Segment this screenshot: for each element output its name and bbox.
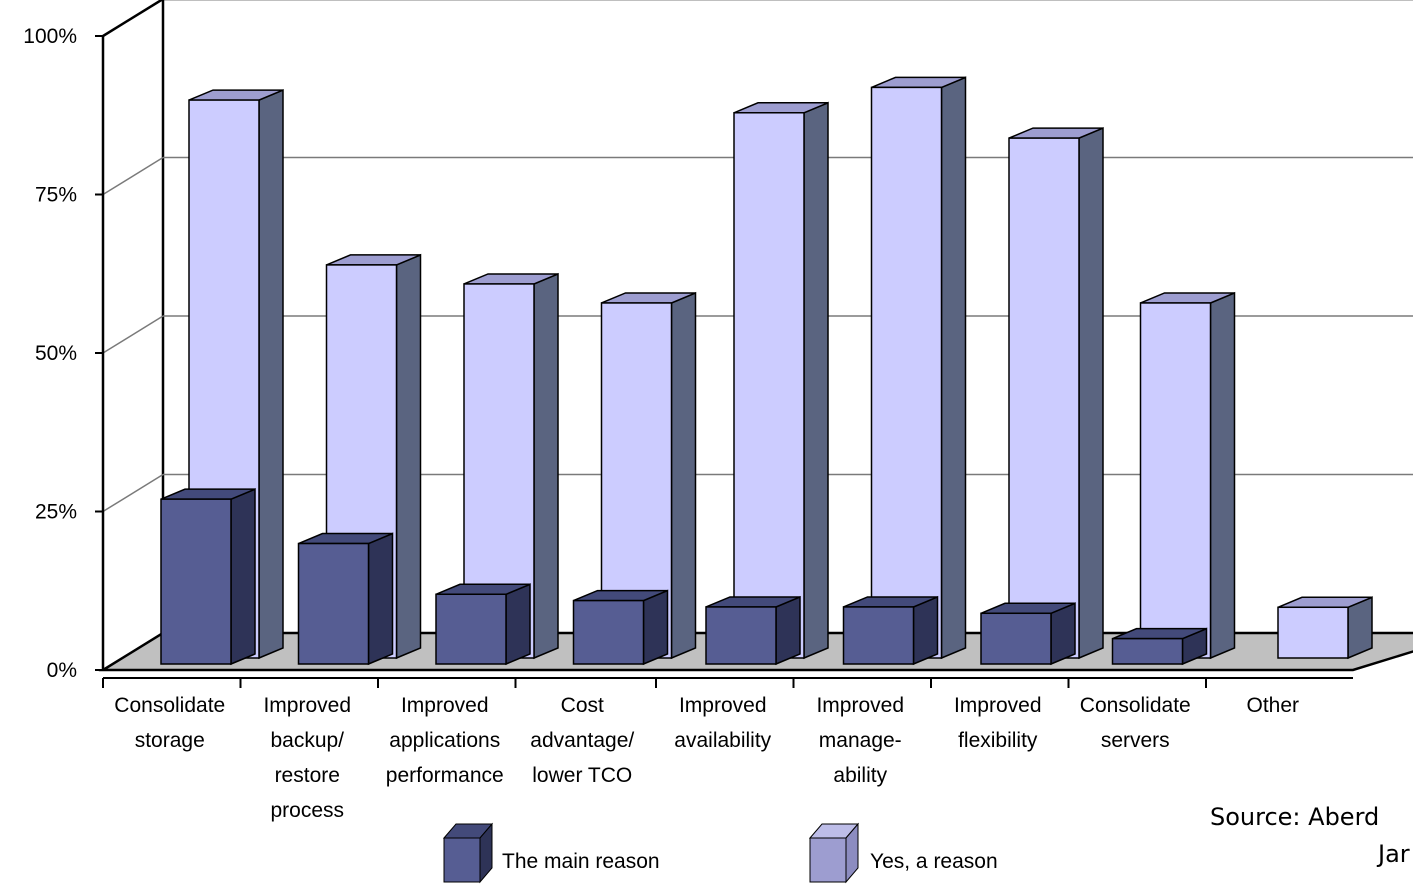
x-tick-label: Other	[1246, 694, 1299, 717]
x-tick-label-line: Consolidate	[1080, 694, 1191, 717]
bar-front	[842, 606, 915, 665]
x-tick-label-line: availability	[674, 729, 771, 752]
y-tick-label: 100%	[23, 25, 77, 48]
bar-front	[435, 593, 507, 665]
x-tick-label: Improved availability	[674, 694, 771, 752]
bar-side	[258, 88, 284, 660]
x-tick-label-line: flexibility	[958, 729, 1038, 752]
bar-front	[1277, 606, 1349, 659]
bar-side	[775, 595, 801, 666]
x-tick-label-line: backup/	[270, 729, 344, 752]
bar-side	[803, 101, 829, 660]
x-tick-label-line: manage-	[819, 729, 902, 752]
x-tick-label-line: Improved	[954, 694, 1042, 717]
x-tick-label-line: servers	[1101, 729, 1170, 752]
legend-label-yes-a-reason: Yes, a reason	[870, 850, 998, 873]
x-tick-label-line: Improved	[816, 694, 904, 717]
x-tick-label-line: Consolidate	[114, 694, 225, 717]
bar-main-reason	[1111, 627, 1208, 666]
bar-front	[160, 498, 232, 665]
bar-main-reason	[160, 488, 256, 666]
x-tick-label-line: Improved	[679, 694, 767, 717]
legend-swatch-yes-a-reason	[808, 822, 860, 884]
x-tick-label: Improved applications performance	[386, 694, 504, 787]
bar-side	[912, 595, 939, 666]
bars	[160, 76, 1373, 666]
bar-front	[980, 612, 1052, 665]
y-tick-label: 25%	[35, 501, 77, 524]
source-line-2: Jar	[1376, 840, 1410, 868]
bar-front	[572, 599, 645, 665]
y-tick-label: 50%	[35, 342, 77, 365]
bar-side	[395, 253, 422, 660]
x-tick-label: Improved manage-ability	[816, 694, 904, 787]
x-tick-label-line: ability	[833, 764, 887, 787]
bar-side	[642, 589, 669, 666]
bar-main-reason	[435, 583, 531, 666]
x-tick-label-line: applications	[389, 729, 500, 752]
labels: Consolidate storage Improved backup/restore…	[114, 694, 1299, 822]
source-line-1: Source: Aberd	[1210, 803, 1379, 831]
bar-main-reason	[705, 595, 801, 666]
x-tick-label-line: performance	[386, 764, 504, 787]
bar-main-reason	[842, 595, 939, 666]
gridline-diagonal	[102, 156, 164, 196]
left-wall-top	[102, 0, 164, 38]
bar-side	[1078, 126, 1104, 660]
gridline-diagonal	[102, 315, 164, 354]
x-tick-label-line: Improved	[401, 694, 489, 717]
x-tick-label-line: process	[270, 799, 344, 822]
bar-yes-a-reason	[870, 76, 967, 660]
bar-main-reason	[980, 602, 1076, 666]
bar-yes-a-reason	[1277, 596, 1373, 660]
legend-swatch-main-reason	[442, 822, 494, 884]
x-tick-label-line: lower TCO	[532, 764, 632, 787]
bar-yes-a-reason	[1139, 291, 1236, 660]
bar-side	[230, 488, 256, 666]
bar-side	[533, 272, 559, 660]
x-tick-label-line: storage	[135, 729, 205, 752]
legend-label-main-reason: The main reason	[502, 850, 660, 873]
bar-side	[940, 76, 967, 660]
bar-main-reason	[297, 532, 394, 666]
legend-swatch-front	[809, 837, 847, 883]
y-tick-label: 75%	[35, 184, 77, 207]
bar-side	[367, 532, 394, 666]
bar-yes-a-reason	[1008, 126, 1104, 660]
x-tick-label: Consolidate storage	[114, 694, 225, 752]
bar-front	[870, 86, 943, 659]
legend-swatch-front	[443, 837, 481, 883]
bar-front	[1008, 137, 1080, 659]
legend: The main reason Yes, a reason	[442, 822, 998, 884]
bar-front	[733, 112, 805, 659]
bar-side	[670, 291, 697, 660]
x-tick-label: Consolidate servers	[1080, 694, 1191, 752]
x-tick-label: Improved flexibility	[954, 694, 1042, 752]
bar-side	[1209, 291, 1236, 660]
x-tick-label-line: Other	[1246, 694, 1299, 717]
bar-front	[1139, 302, 1212, 659]
x-tick-label: Cost advantage/lower TCO	[530, 694, 634, 787]
x-tick-label: Improved backup/restore process	[263, 694, 351, 822]
x-tick-label-line: Cost	[561, 694, 604, 717]
bar-front	[297, 542, 370, 665]
x-tick-label-line: Improved	[263, 694, 351, 717]
bar-main-reason	[572, 589, 669, 666]
y-tick-label: 0%	[47, 659, 77, 682]
source-note: Source: Aberd Jar	[1210, 803, 1410, 868]
bar-side	[505, 583, 531, 666]
bar-yes-a-reason	[733, 101, 829, 660]
x-tick-label-line: advantage/	[530, 729, 634, 752]
bar-front	[1111, 637, 1184, 665]
x-tick-label-line: restore	[275, 764, 340, 787]
gridline-diagonal	[102, 473, 164, 513]
axes: 0% 25% 50% 75% 100%	[23, 0, 1353, 688]
bar-front	[705, 606, 777, 665]
